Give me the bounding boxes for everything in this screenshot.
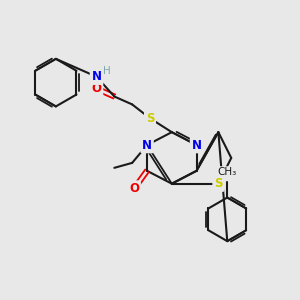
Text: O: O bbox=[129, 182, 139, 195]
Text: O: O bbox=[92, 82, 101, 95]
Text: H: H bbox=[103, 66, 110, 76]
Text: N: N bbox=[142, 139, 152, 152]
Text: N: N bbox=[192, 139, 202, 152]
Text: S: S bbox=[146, 112, 154, 125]
Text: N: N bbox=[92, 70, 101, 83]
Text: CH₃: CH₃ bbox=[218, 167, 237, 177]
Text: S: S bbox=[214, 177, 223, 190]
